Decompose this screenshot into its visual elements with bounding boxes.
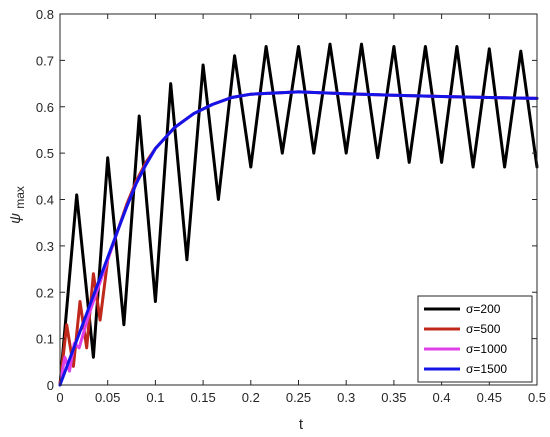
y-axis-label: ψ max bbox=[7, 186, 27, 224]
x-tick-label: 0.45 bbox=[477, 390, 502, 405]
y-tick-label: 0.6 bbox=[36, 100, 54, 115]
x-tick-label: 0.25 bbox=[286, 390, 311, 405]
y-tick-label: 0.5 bbox=[36, 146, 54, 161]
series-line-1 bbox=[58, 42, 539, 387]
x-tick-label: 0 bbox=[56, 390, 63, 405]
y-tick-label: 0.7 bbox=[36, 53, 54, 68]
x-tick-label: 0.5 bbox=[528, 390, 546, 405]
legend: σ=200 σ=500 σ=1000 σ=1500 bbox=[417, 295, 533, 383]
x-axis-label: t bbox=[299, 416, 304, 433]
y-axis-label-subscript: max bbox=[13, 186, 27, 209]
y-tick-label: 0.3 bbox=[36, 239, 54, 254]
y-tick-label: 0.4 bbox=[36, 193, 54, 208]
y-tick-label: 0.1 bbox=[36, 332, 54, 347]
axes-layer: 0 0.05 0.1 0.15 0.2 0.25 0.3 0.35 0.4 0.45 0.5 0 0.1… bbox=[36, 7, 546, 405]
legend-label: σ=200 bbox=[466, 302, 501, 316]
x-tick-label: 0.15 bbox=[190, 390, 215, 405]
series-layer bbox=[58, 42, 539, 387]
x-tick-label: 0.05 bbox=[95, 390, 120, 405]
x-tick-label: 0.4 bbox=[433, 390, 451, 405]
x-tick-label: 0.3 bbox=[337, 390, 355, 405]
y-axis-label-main: ψ bbox=[7, 213, 24, 224]
y-tick-label: 0.2 bbox=[36, 285, 54, 300]
legend-label: σ=1500 bbox=[466, 362, 507, 376]
x-tick-label: 0.35 bbox=[381, 390, 406, 405]
legend-label: σ=1000 bbox=[466, 342, 507, 356]
y-tick-label: 0 bbox=[47, 378, 54, 393]
x-tick-label: 0.1 bbox=[146, 390, 164, 405]
x-tick-label: 0.2 bbox=[242, 390, 260, 405]
legend-label: σ=500 bbox=[466, 322, 501, 336]
series-line-4 bbox=[58, 90, 539, 387]
y-tick-label: 0.8 bbox=[36, 7, 54, 22]
